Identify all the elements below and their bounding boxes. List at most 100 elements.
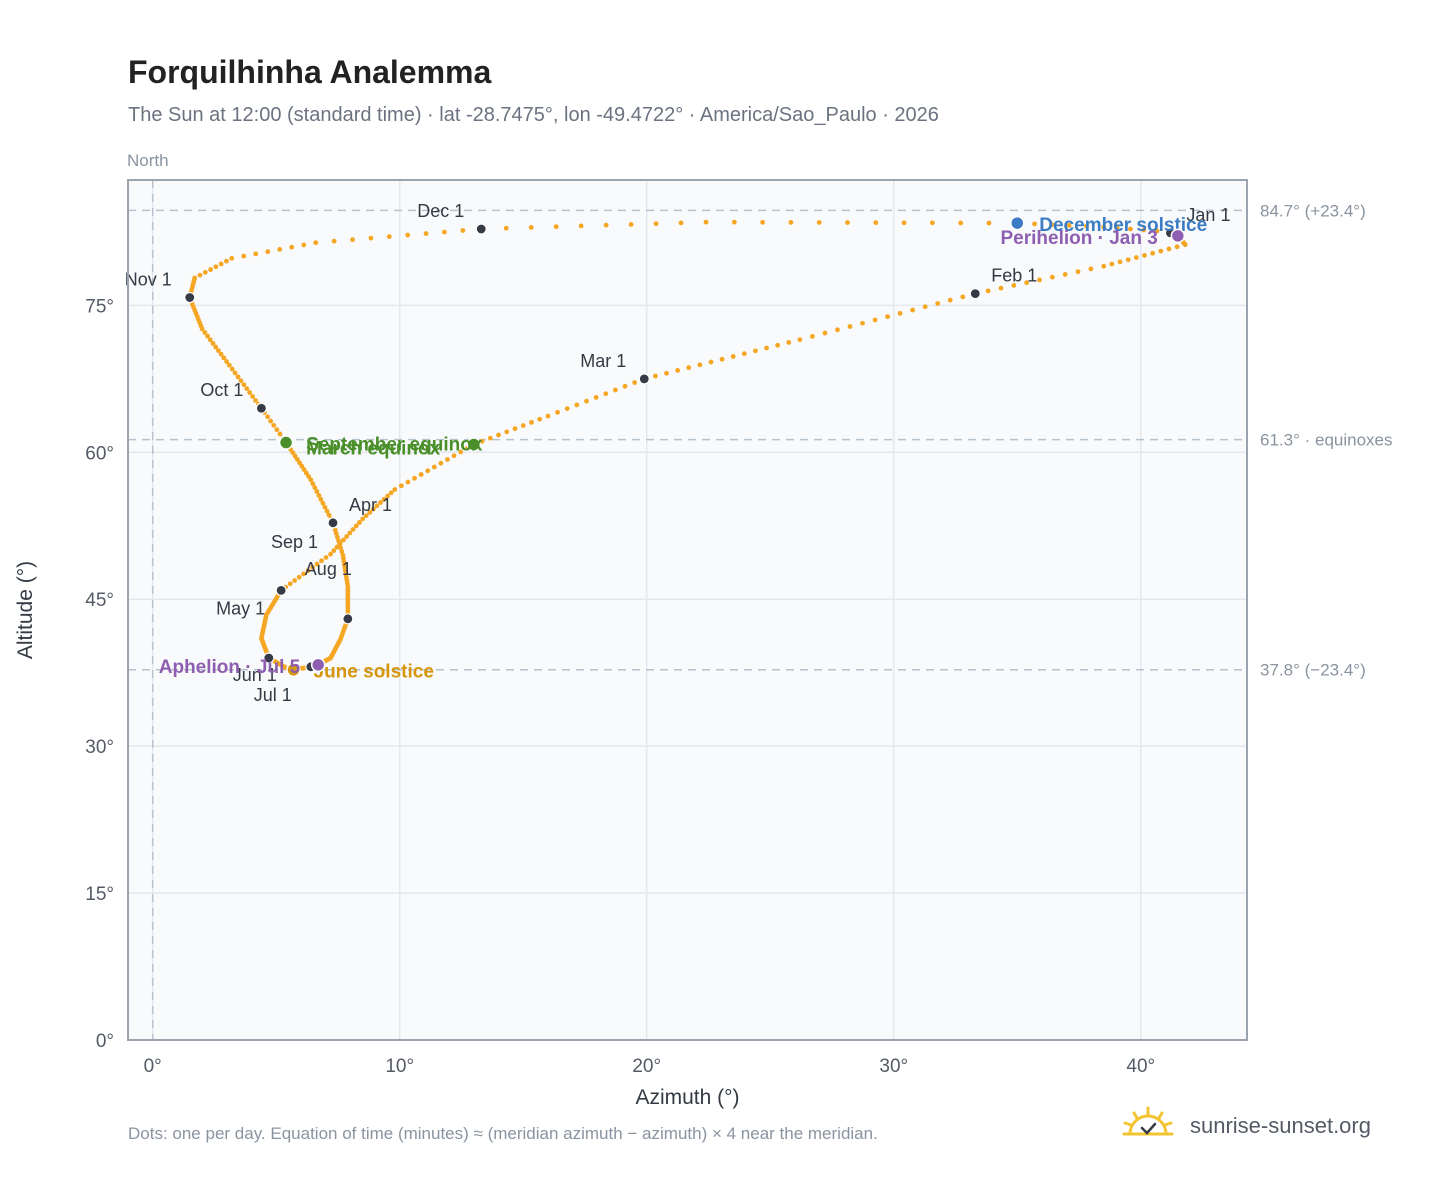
daily-dot <box>405 232 411 238</box>
daily-dot <box>297 460 302 466</box>
daily-dot <box>504 429 510 435</box>
daily-dot <box>479 438 485 444</box>
daily-dot <box>341 537 346 543</box>
daily-dot <box>265 414 270 420</box>
daily-dot <box>960 294 966 300</box>
x-tick-label: 40° <box>1126 1056 1155 1077</box>
daily-dot <box>271 422 277 428</box>
event-label: March equinox <box>306 439 441 460</box>
daily-dot <box>675 368 681 373</box>
daily-dot <box>708 359 714 365</box>
daily-dot <box>301 242 307 248</box>
daily-dot <box>847 324 853 329</box>
daily-dot <box>719 356 725 362</box>
daily-dot <box>218 261 224 267</box>
daily-dot <box>277 431 283 437</box>
month-label: Oct 1 <box>200 380 243 400</box>
daily-dot <box>296 574 302 580</box>
daily-dot <box>244 386 250 392</box>
daily-dot <box>370 506 376 512</box>
plot-area <box>128 180 1247 1040</box>
month-label: Mar 1 <box>580 351 626 371</box>
daily-dot <box>208 267 213 272</box>
daily-dot <box>1062 272 1068 277</box>
daily-dot <box>632 380 638 385</box>
daily-dot <box>1166 246 1172 252</box>
daily-dot <box>528 225 534 230</box>
daily-dot <box>460 228 466 233</box>
daily-dot <box>935 301 941 306</box>
daily-dot <box>265 249 271 255</box>
daily-dot <box>652 373 658 379</box>
daily-dot <box>398 483 404 489</box>
chart-title: Forquilhinha Analemma <box>128 54 492 90</box>
y-tick-label: 60° <box>85 443 114 464</box>
daily-dot <box>753 348 758 354</box>
daily-dot <box>731 219 737 225</box>
daily-dot <box>229 255 235 261</box>
daily-dot <box>323 555 329 560</box>
daily-dot <box>388 490 394 496</box>
daily-dot <box>287 581 293 587</box>
daily-dot <box>1101 263 1107 269</box>
daily-dot <box>405 479 411 485</box>
event-marker <box>310 657 326 673</box>
daily-dot <box>741 351 747 357</box>
daily-dot <box>274 427 280 433</box>
daily-dot <box>797 337 803 343</box>
event-marker <box>286 662 301 677</box>
month-label: Dec 1 <box>417 201 464 221</box>
daily-dot <box>872 317 878 323</box>
daily-dot <box>910 307 916 313</box>
daily-dot <box>1125 257 1131 263</box>
brand[interactable]: sunrise-sunset.org <box>1120 1104 1390 1148</box>
month-marker <box>475 223 487 235</box>
daily-dot <box>703 219 709 225</box>
daily-dot <box>947 297 953 303</box>
daily-dot <box>247 390 253 395</box>
month-marker <box>263 652 275 664</box>
daily-dot <box>1142 253 1147 258</box>
daily-dot <box>922 304 928 310</box>
daily-dot <box>835 327 840 333</box>
daily-dot <box>316 492 322 498</box>
daily-dot <box>224 359 229 364</box>
daily-dot <box>1011 282 1017 288</box>
daily-dot <box>331 238 337 244</box>
daily-dot <box>381 496 387 502</box>
daily-dot <box>458 449 464 455</box>
event-label: Aphelion · Jul 5 <box>159 657 301 678</box>
x-tick-label: 10° <box>385 1056 414 1077</box>
month-marker <box>184 291 196 304</box>
brand-name[interactable]: sunrise-sunset.org <box>1190 1113 1371 1138</box>
daily-dot <box>612 387 618 393</box>
x-tick-label: 0° <box>144 1056 162 1077</box>
month-label: Sep 1 <box>271 532 318 552</box>
daily-dot <box>213 264 219 270</box>
daily-dot <box>431 464 437 470</box>
sun-logo-icon <box>1122 1106 1174 1136</box>
daily-dot <box>314 561 320 567</box>
daily-dot <box>313 240 319 246</box>
daily-dot <box>310 564 315 570</box>
daily-dot <box>207 337 213 343</box>
daily-dot <box>290 450 296 456</box>
daily-dot <box>277 247 283 252</box>
daily-dot <box>584 398 589 404</box>
daily-dot <box>303 470 309 476</box>
daily-dot <box>319 558 324 564</box>
daily-dot <box>697 362 703 368</box>
event-label: December solstice <box>1039 215 1207 236</box>
month-label: Aug 1 <box>305 559 352 579</box>
daily-dot <box>816 220 822 225</box>
month-marker <box>638 373 650 385</box>
daily-dot <box>218 351 224 357</box>
daily-dot <box>730 354 736 359</box>
chart-subtitle: The Sun at 12:00 (standard time) · lat -… <box>128 104 939 126</box>
reference-line-label: 61.3° · equinoxes <box>1260 431 1393 450</box>
daily-dot <box>292 453 298 459</box>
daily-dot <box>1075 269 1081 275</box>
y-tick-label: 30° <box>85 737 114 758</box>
daily-dot <box>810 333 815 339</box>
daily-dot <box>235 374 241 380</box>
